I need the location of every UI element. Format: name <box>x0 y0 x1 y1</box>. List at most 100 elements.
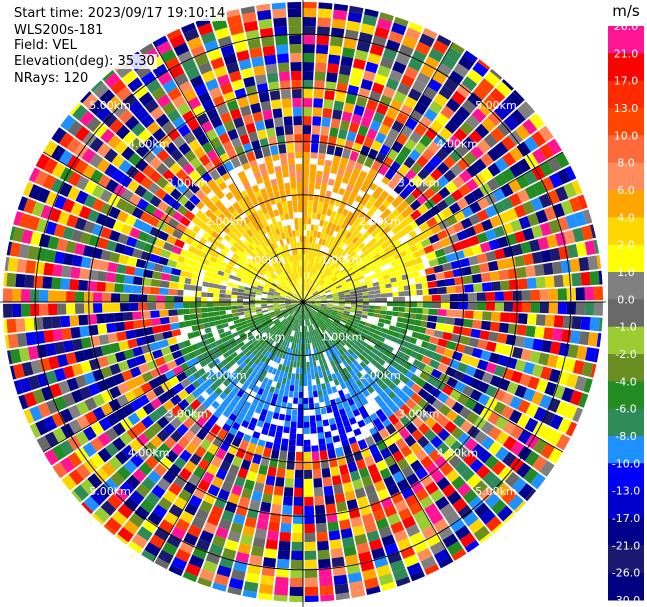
range-gate <box>468 337 480 348</box>
range-gate <box>226 222 235 230</box>
range-gate <box>115 124 131 140</box>
range-gate <box>450 42 465 55</box>
range-gate <box>300 344 303 350</box>
range-gate <box>242 590 257 599</box>
range-gate <box>158 339 169 349</box>
range-gate <box>279 450 288 461</box>
range-gate <box>280 158 288 166</box>
range-gate <box>206 178 218 191</box>
range-gate <box>265 63 278 74</box>
range-gate <box>273 334 279 341</box>
range-gate <box>342 315 349 319</box>
range-gate <box>243 305 250 309</box>
range-gate <box>300 313 302 320</box>
range-gate <box>202 99 216 113</box>
range-gate <box>491 281 501 291</box>
range-gate <box>214 27 230 40</box>
range-gate <box>62 198 75 213</box>
range-gate <box>348 377 356 385</box>
range-gate <box>360 78 373 91</box>
range-gate <box>356 302 363 305</box>
range-gate <box>201 307 208 313</box>
range-gate <box>213 409 222 419</box>
range-gate <box>167 128 181 142</box>
range-gate <box>316 35 330 46</box>
range-ring-label: 5.00km <box>89 99 131 112</box>
range-gate <box>295 266 299 273</box>
range-gate <box>561 387 575 403</box>
range-gate <box>62 392 76 407</box>
range-gate <box>154 356 166 367</box>
range-gate <box>269 266 275 273</box>
range-gate <box>237 256 245 263</box>
range-gate <box>325 310 331 314</box>
range-gate <box>301 313 303 320</box>
range-gate <box>239 369 247 377</box>
range-gate <box>314 304 321 307</box>
range-gate <box>127 412 141 426</box>
range-gate <box>411 331 419 339</box>
range-gate <box>286 269 291 276</box>
range-gate <box>510 425 524 440</box>
range-gate <box>320 305 327 309</box>
range-gate <box>505 208 519 222</box>
range-gate <box>262 174 270 183</box>
range-gate <box>315 504 326 515</box>
range-gate <box>295 278 299 285</box>
range-gate <box>243 450 254 462</box>
range-gate <box>487 111 503 127</box>
range-gate <box>391 282 398 288</box>
range-gate <box>300 349 303 356</box>
range-gate <box>549 341 561 355</box>
range-gate <box>371 382 380 391</box>
range-gate <box>313 390 318 398</box>
range-gate <box>456 230 468 241</box>
range-gate <box>184 383 196 395</box>
range-gate <box>593 348 600 363</box>
range-gate <box>320 317 327 322</box>
range-gate <box>317 286 323 292</box>
range-gate <box>120 293 130 302</box>
range-gate <box>285 270 290 276</box>
range-gate <box>313 249 317 256</box>
range-gate <box>326 72 338 83</box>
range-gate <box>338 307 345 311</box>
range-gate <box>224 362 232 371</box>
range-gate <box>158 135 172 149</box>
range-gate <box>222 246 230 253</box>
range-gate <box>358 551 373 563</box>
range-gate <box>303 367 307 374</box>
range-gate <box>223 91 236 104</box>
range-gate <box>298 284 301 291</box>
range-gate <box>90 80 103 92</box>
range-gate <box>279 295 286 299</box>
range-gate <box>269 423 277 432</box>
range-gate <box>401 385 411 394</box>
range-gate <box>358 262 366 269</box>
range-gate <box>225 306 232 311</box>
range-gate <box>316 256 320 263</box>
range-gate <box>390 521 405 534</box>
range-gate <box>149 170 162 184</box>
range-gate <box>252 319 260 324</box>
range-gate <box>361 245 368 253</box>
range-gate <box>299 242 303 249</box>
range-gate <box>246 367 254 375</box>
range-gate <box>340 382 347 390</box>
range-gate <box>288 335 292 342</box>
range-gate <box>102 70 115 82</box>
range-gate <box>437 309 447 317</box>
range-gate <box>233 319 241 325</box>
range-gate <box>572 227 585 243</box>
range-gate <box>417 203 429 215</box>
range-gate <box>462 136 476 151</box>
range-gate <box>403 554 419 568</box>
range-gate <box>290 288 295 294</box>
range-gate <box>316 285 322 291</box>
range-gate <box>325 261 331 268</box>
range-gate <box>322 344 328 352</box>
range-gate <box>365 586 381 595</box>
range-gate <box>335 344 341 351</box>
range-gate <box>392 450 405 463</box>
range-gate <box>474 123 490 139</box>
